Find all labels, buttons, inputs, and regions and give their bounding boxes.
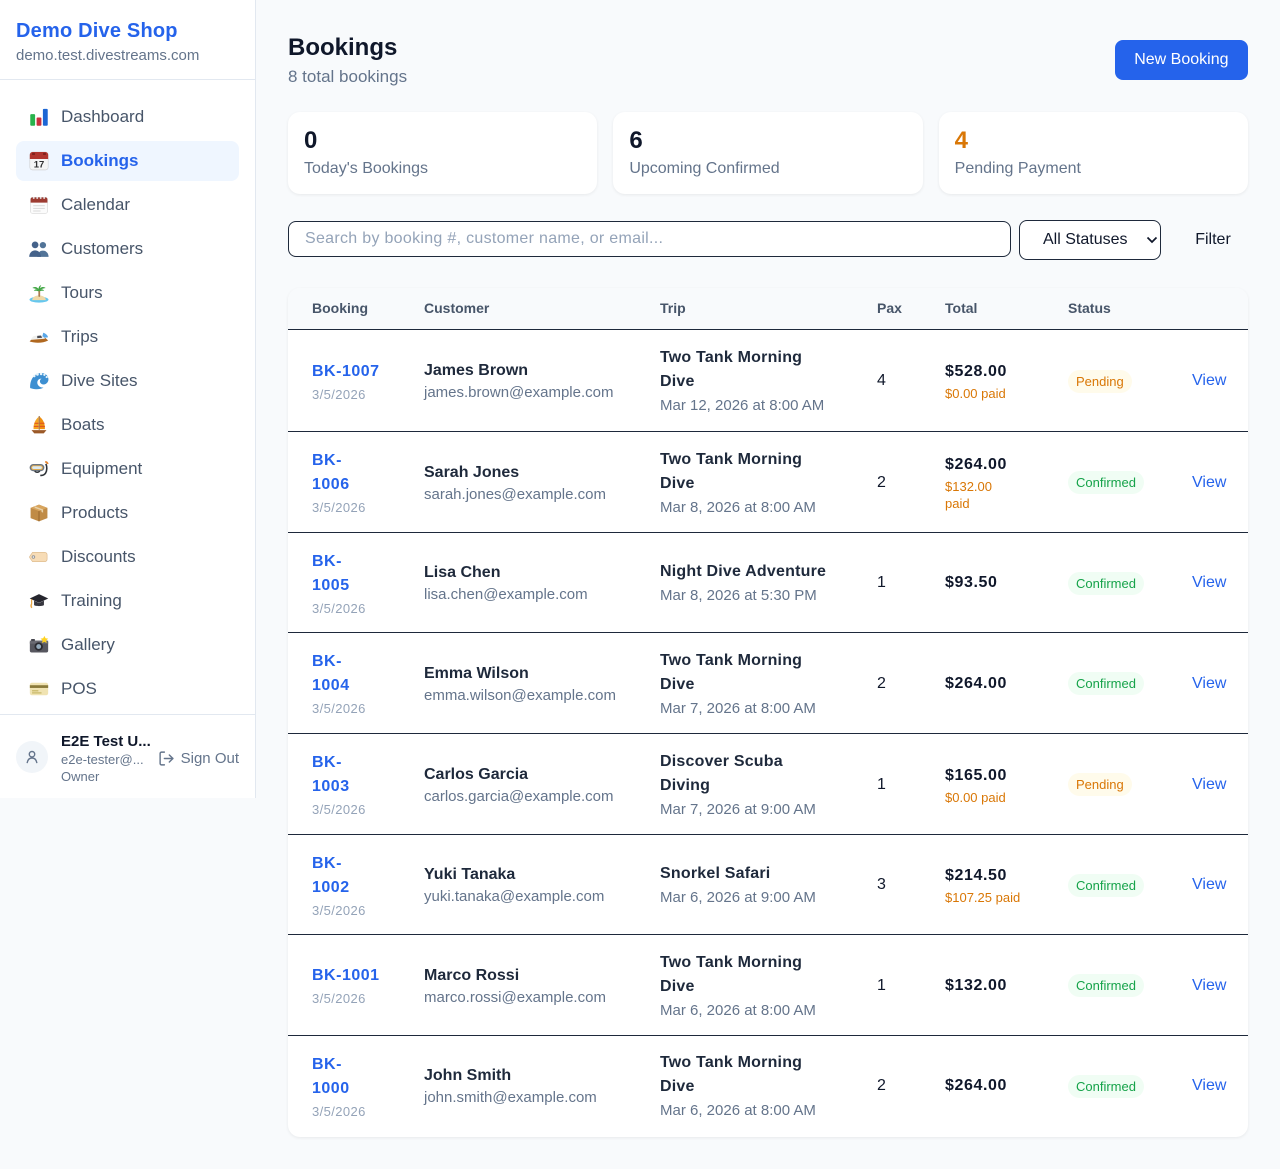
svg-text:17: 17: [34, 160, 45, 171]
